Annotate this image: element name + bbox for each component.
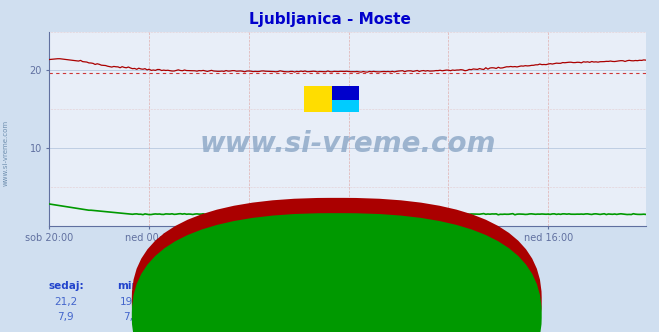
Bar [332, 100, 358, 112]
Text: sedaj:: sedaj: [48, 281, 84, 290]
Text: maks.:: maks.: [250, 281, 290, 290]
Text: temperatura[C]: temperatura[C] [348, 297, 430, 307]
Text: pretok[m3/s]: pretok[m3/s] [348, 312, 416, 322]
Text: 7,9: 7,9 [57, 312, 74, 322]
Text: 19,7: 19,7 [120, 297, 144, 307]
Text: www.si-vreme.com: www.si-vreme.com [2, 120, 9, 186]
Text: zadnji dan / 5 minut.: zadnji dan / 5 minut. [275, 252, 384, 262]
Text: Ljubljanica - Moste: Ljubljanica - Moste [248, 12, 411, 27]
Text: 8,2: 8,2 [262, 312, 279, 322]
Text: povpr.:: povpr.: [177, 281, 218, 290]
Text: www.si-vreme.com: www.si-vreme.com [200, 130, 496, 158]
Text: Slovenija / reke in morje.: Slovenija / reke in morje. [264, 234, 395, 244]
Text: min.:: min.: [117, 281, 147, 290]
Text: 7,9: 7,9 [189, 312, 206, 322]
Bar [332, 86, 358, 100]
Text: 21,2: 21,2 [54, 297, 78, 307]
Text: Meritve: povprečne  Enote: metrične  Črta: minmum: Meritve: povprečne Enote: metrične Črta:… [192, 271, 467, 283]
Text: Ljubljanica - Moste: Ljubljanica - Moste [343, 281, 461, 290]
Text: 21,3: 21,3 [258, 297, 282, 307]
Text: 7,9: 7,9 [123, 312, 140, 322]
Text: 20,4: 20,4 [186, 297, 210, 307]
Bar [304, 86, 351, 112]
